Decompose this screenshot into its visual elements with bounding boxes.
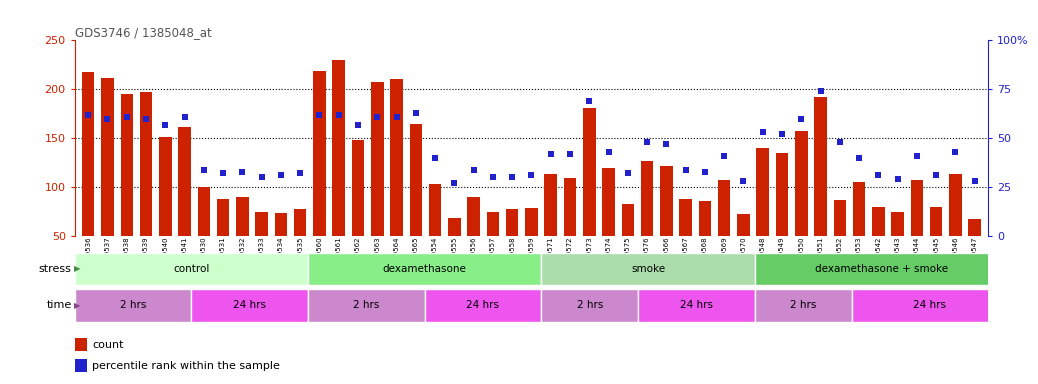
Text: 2 hrs: 2 hrs [790, 300, 817, 310]
Bar [159, 137, 171, 285]
Bar [638, 289, 755, 321]
Bar [390, 79, 403, 285]
Bar [660, 166, 673, 285]
Bar [679, 199, 692, 285]
Bar [75, 253, 308, 285]
Bar [217, 199, 229, 285]
Bar [410, 124, 422, 285]
Bar [718, 180, 731, 285]
Bar [75, 289, 191, 321]
Bar [179, 127, 191, 285]
Bar [564, 179, 576, 285]
Bar [541, 253, 755, 285]
Text: 24 hrs: 24 hrs [913, 300, 947, 310]
Bar [545, 174, 557, 285]
Text: 2 hrs: 2 hrs [576, 300, 603, 310]
Bar [852, 289, 1008, 321]
Bar [949, 174, 961, 285]
Text: count: count [92, 339, 124, 350]
Bar [448, 218, 461, 285]
Bar [120, 94, 133, 285]
Bar [834, 200, 846, 285]
Bar [737, 214, 749, 285]
Text: control: control [173, 264, 210, 274]
Bar [197, 187, 210, 285]
Bar [467, 197, 480, 285]
Bar [332, 60, 345, 285]
Bar [506, 209, 518, 285]
Text: 2 hrs: 2 hrs [119, 300, 146, 310]
Bar [541, 289, 638, 321]
Bar [75, 359, 87, 372]
Text: smoke: smoke [631, 264, 665, 274]
Bar [313, 71, 326, 285]
Text: 24 hrs: 24 hrs [234, 300, 266, 310]
Bar [755, 253, 1008, 285]
Text: ▶: ▶ [75, 264, 81, 273]
Bar [102, 78, 114, 285]
Text: ▶: ▶ [75, 301, 81, 310]
Text: 2 hrs: 2 hrs [353, 300, 380, 310]
Bar [275, 213, 288, 285]
Text: 24 hrs: 24 hrs [466, 300, 499, 310]
Bar [583, 108, 596, 285]
Bar [294, 209, 306, 285]
Bar [872, 207, 884, 285]
Text: dexamethasone: dexamethasone [383, 264, 466, 274]
Bar [622, 204, 634, 285]
Text: 24 hrs: 24 hrs [680, 300, 713, 310]
Bar [191, 289, 308, 321]
Bar [699, 201, 711, 285]
Bar [814, 97, 827, 285]
Bar [429, 184, 441, 285]
Bar [255, 212, 268, 285]
Bar [308, 253, 541, 285]
Bar [75, 338, 87, 351]
Bar [968, 218, 981, 285]
Bar [795, 131, 808, 285]
Bar [352, 140, 364, 285]
Bar [487, 212, 499, 285]
Bar [910, 180, 923, 285]
Bar [640, 161, 653, 285]
Bar [853, 182, 866, 285]
Bar [82, 72, 94, 285]
Bar [930, 207, 943, 285]
Text: percentile rank within the sample: percentile rank within the sample [92, 361, 280, 371]
Bar [755, 289, 852, 321]
Bar [525, 208, 538, 285]
Bar [308, 289, 425, 321]
Bar [425, 289, 541, 321]
Bar [775, 153, 788, 285]
Text: time: time [47, 300, 72, 310]
Bar [371, 83, 384, 285]
Bar [140, 92, 153, 285]
Bar [602, 167, 614, 285]
Text: stress: stress [38, 264, 72, 274]
Bar [757, 148, 769, 285]
Bar [892, 212, 904, 285]
Text: GDS3746 / 1385048_at: GDS3746 / 1385048_at [75, 26, 212, 39]
Bar [236, 197, 249, 285]
Text: dexamethasone + smoke: dexamethasone + smoke [815, 264, 948, 274]
